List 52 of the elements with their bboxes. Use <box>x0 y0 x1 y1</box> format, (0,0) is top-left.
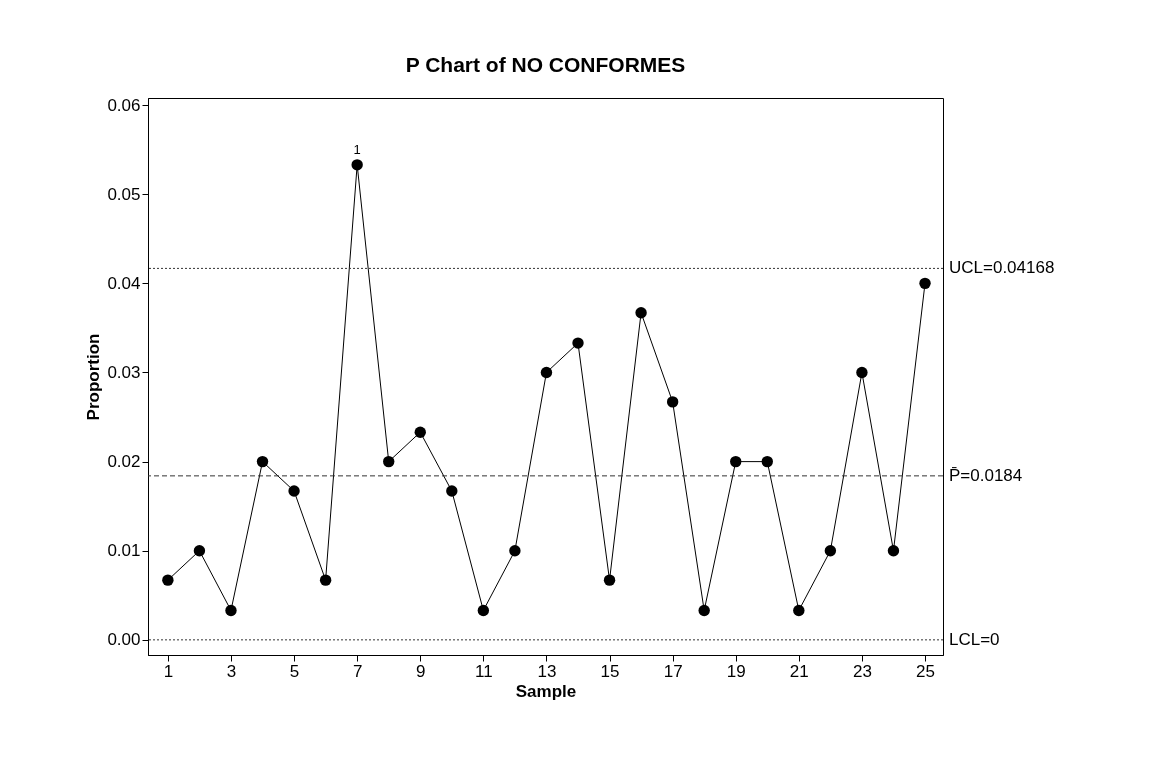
x-tick-label: 15 <box>600 661 620 681</box>
point <box>256 455 269 468</box>
point <box>477 604 490 617</box>
y-tick-label: 0.00 <box>107 630 141 650</box>
point <box>288 485 300 497</box>
x-tick-label: 17 <box>663 661 683 681</box>
point <box>730 455 742 468</box>
x-tick-label: 5 <box>289 661 300 681</box>
point <box>698 604 710 617</box>
point <box>162 574 174 586</box>
point <box>793 604 805 617</box>
point <box>666 396 679 408</box>
point <box>824 545 837 557</box>
point <box>887 545 900 557</box>
x-tick-label: 9 <box>416 661 426 681</box>
point <box>351 159 363 171</box>
point <box>761 455 773 468</box>
point <box>572 337 584 349</box>
point <box>414 426 426 438</box>
y-tick-label: 0.02 <box>107 452 141 472</box>
x-tick-label: 3 <box>226 661 237 681</box>
point <box>603 574 616 586</box>
y-axis-title: Proportion <box>84 333 104 421</box>
x-tick-label: 23 <box>852 661 872 681</box>
x-tick-label: 13 <box>537 661 557 681</box>
chart-title: P Chart of NO CONFORMES <box>405 53 686 77</box>
point <box>319 574 332 586</box>
x-tick-label: 7 <box>352 661 363 681</box>
ref-line-label: P̄=0.0184 <box>949 465 1023 485</box>
x-tick-label: 11 <box>475 661 493 681</box>
point <box>225 604 237 617</box>
point <box>509 545 521 557</box>
point <box>919 277 931 290</box>
point <box>446 485 458 497</box>
x-tick-label: 1 <box>163 661 174 681</box>
y-tick-label: 0.03 <box>107 362 141 382</box>
point <box>193 545 206 557</box>
ref-line-label: UCL=0.04168 <box>949 258 1055 278</box>
point <box>635 307 647 319</box>
point <box>540 366 553 379</box>
point <box>856 366 868 379</box>
y-tick-label: 0.05 <box>107 184 141 204</box>
y-tick-label: 0.04 <box>107 273 141 293</box>
x-tick-label: 21 <box>789 661 809 681</box>
x-axis-title: Sample <box>515 681 577 701</box>
point <box>383 455 395 468</box>
x-tick-label: 25 <box>916 661 935 681</box>
annotation: 1 <box>353 141 361 157</box>
y-tick-label: 0.01 <box>107 541 141 561</box>
y-tick-label: 0.06 <box>107 95 141 115</box>
ref-line-label: LCL=0 <box>949 629 1000 649</box>
x-tick-label: 19 <box>726 661 746 681</box>
